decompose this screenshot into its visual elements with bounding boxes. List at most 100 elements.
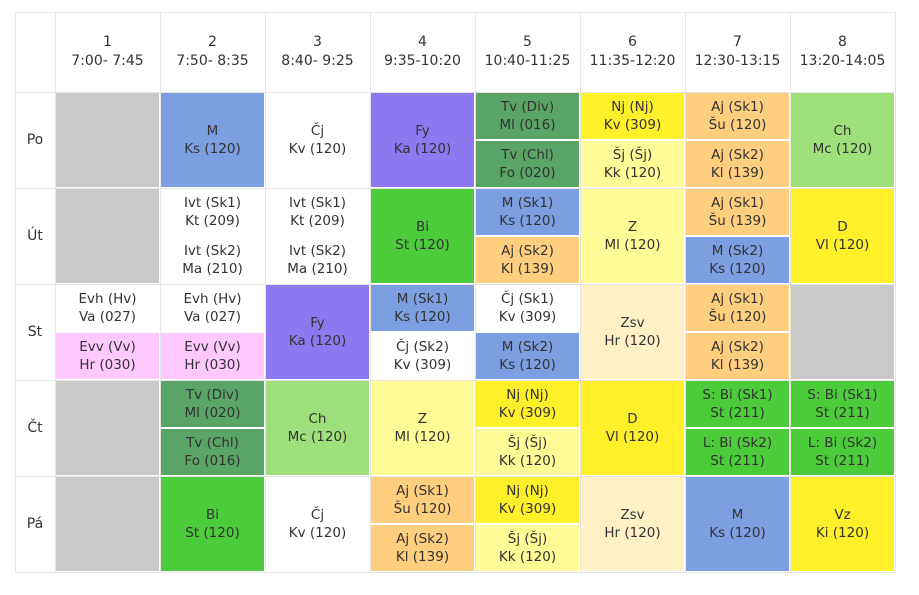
- lesson-cell[interactable]: Fy Ka (120): [266, 285, 369, 379]
- lesson-cell[interactable]: Bi St (120): [371, 189, 474, 283]
- lesson-cell[interactable]: M (Sk2) Ks (120): [686, 237, 789, 283]
- lesson-cell[interactable]: M (Sk2) Ks (120): [476, 333, 579, 379]
- lesson-cell[interactable]: Aj (Sk2) Kl (139): [371, 525, 474, 571]
- lesson-cell[interactable]: Evh (Hv) Va (027): [161, 285, 264, 331]
- lesson-cell[interactable]: Ivt (Sk1) Kt (209): [266, 189, 369, 235]
- lesson-subject: Aj (Sk1): [711, 291, 764, 307]
- lesson-cell[interactable]: Aj (Sk1) Šu (120): [371, 477, 474, 523]
- lesson-subject: M (Sk2): [711, 243, 764, 259]
- lesson-cell[interactable]: Čj (Sk2) Kv (309): [371, 333, 474, 379]
- empty-slot: [56, 189, 159, 283]
- lesson-cell[interactable]: Čj Kv (120): [266, 93, 369, 187]
- lesson-cell[interactable]: Z Ml (120): [581, 189, 684, 283]
- lesson-cell[interactable]: Nj (Nj) Kv (309): [476, 477, 579, 523]
- lesson-cell[interactable]: Aj (Sk2) Kl (139): [476, 237, 579, 283]
- period-number: 3: [313, 34, 322, 50]
- lesson-cell[interactable]: L: Bi (Sk2) St (211): [686, 429, 789, 475]
- lesson-teacher-room: Fo (016): [184, 453, 241, 469]
- lesson-cell[interactable]: Ch Mc (120): [791, 93, 894, 187]
- lesson-subject: L: Bi (Sk2): [807, 435, 878, 451]
- lesson-cell[interactable]: Evv (Vv) Hr (030): [161, 333, 264, 379]
- lesson-cell[interactable]: Ivt (Sk2) Ma (210): [161, 237, 264, 283]
- lesson-cell[interactable]: Zsv Hr (120): [581, 477, 684, 571]
- lesson-cell[interactable]: M (Sk1) Ks (120): [371, 285, 474, 331]
- period-header-7: 7 12:30-13:15: [685, 12, 790, 92]
- lesson-cell[interactable]: Ivt (Sk2) Ma (210): [266, 237, 369, 283]
- lesson-cell[interactable]: Aj (Sk2) Kl (139): [686, 141, 789, 187]
- grid-line-row: [15, 92, 895, 93]
- lesson-cell[interactable]: Evh (Hv) Va (027): [56, 285, 159, 331]
- lesson-cell[interactable]: Tv (Chl) Fo (016): [161, 429, 264, 475]
- lesson-subject: Aj (Sk2): [396, 531, 449, 547]
- lesson-cell[interactable]: Z Ml (120): [371, 381, 474, 475]
- lesson-cell[interactable]: Ch Mc (120): [266, 381, 369, 475]
- period-time: 7:00- 7:45: [71, 53, 144, 69]
- lesson-subject: Tv (Chl): [186, 435, 239, 451]
- lesson-subject: Bi: [415, 219, 429, 235]
- lesson-teacher-room: Hr (120): [604, 333, 661, 349]
- lesson-teacher-room: Ks (120): [709, 261, 766, 277]
- lesson-cell[interactable]: Aj (Sk2) Kl (139): [686, 333, 789, 379]
- lesson-subject: Tv (Chl): [501, 147, 554, 163]
- lesson-subject: Ch: [833, 123, 852, 139]
- lesson-cell[interactable]: Aj (Sk1) Šu (139): [686, 189, 789, 235]
- day-label: St: [15, 284, 55, 380]
- lesson-cell[interactable]: S: Bi (Sk1) St (211): [791, 381, 894, 427]
- lesson-subject: Čj (Sk2): [396, 339, 449, 355]
- lesson-cell[interactable]: Čj Kv (120): [266, 477, 369, 571]
- lesson-cell[interactable]: Vz Ki (120): [791, 477, 894, 571]
- lesson-cell[interactable]: Šj (Šj) Kk (120): [476, 525, 579, 571]
- period-time: 11:35-12:20: [589, 53, 676, 69]
- period-header-3: 3 8:40- 9:25: [265, 12, 370, 92]
- lesson-cell[interactable]: Zsv Hr (120): [581, 285, 684, 379]
- lesson-cell[interactable]: Tv (Div) Ml (020): [161, 381, 264, 427]
- lesson-cell[interactable]: Šj (Šj) Kk (120): [581, 141, 684, 187]
- lesson-subject: Aj (Sk2): [711, 147, 764, 163]
- lesson-cell[interactable]: D Vl (120): [581, 381, 684, 475]
- grid-line-row: [15, 476, 895, 477]
- lesson-cell[interactable]: Evv (Vv) Hr (030): [56, 333, 159, 379]
- lesson-teacher-room: Kk (120): [498, 549, 557, 565]
- lesson-subject: Šj (Šj): [612, 147, 653, 163]
- grid-line-col: [370, 12, 371, 572]
- lesson-cell[interactable]: Bi St (120): [161, 477, 264, 571]
- lesson-subject: Tv (Div): [500, 99, 555, 115]
- period-header-4: 4 9:35-10:20: [370, 12, 475, 92]
- lesson-cell[interactable]: Tv (Chl) Fo (020): [476, 141, 579, 187]
- lesson-cell[interactable]: Fy Ka (120): [371, 93, 474, 187]
- lesson-cell[interactable]: Aj (Sk1) Šu (120): [686, 285, 789, 331]
- lesson-cell[interactable]: Aj (Sk1) Šu (120): [686, 93, 789, 139]
- lesson-subject: M (Sk1): [501, 195, 554, 211]
- lesson-cell[interactable]: Nj (Nj) Kv (309): [581, 93, 684, 139]
- lesson-teacher-room: Ma (210): [182, 261, 243, 277]
- lesson-cell[interactable]: Tv (Div) Ml (016): [476, 93, 579, 139]
- grid-line-col: [15, 12, 16, 572]
- timetable: 1 7:00- 7:45 2 7:50- 8:35 3 8:40- 9:25 4 9:35-1…: [15, 12, 896, 573]
- day-name: Út: [27, 228, 43, 244]
- period-header-6: 6 11:35-12:20: [580, 12, 685, 92]
- lesson-cell[interactable]: L: Bi (Sk2) St (211): [791, 429, 894, 475]
- grid-line-col: [160, 12, 161, 572]
- day-name: St: [27, 324, 43, 340]
- lesson-cell[interactable]: Ivt (Sk1) Kt (209): [161, 189, 264, 235]
- lesson-teacher-room: Vl (120): [605, 429, 660, 445]
- lesson-cell[interactable]: M (Sk1) Ks (120): [476, 189, 579, 235]
- lesson-cell[interactable]: S: Bi (Sk1) St (211): [686, 381, 789, 427]
- lesson-cell[interactable]: Nj (Nj) Kv (309): [476, 381, 579, 427]
- lesson-subject: Fy: [310, 315, 325, 331]
- lesson-cell[interactable]: D Vl (120): [791, 189, 894, 283]
- grid-line-row: [15, 572, 895, 573]
- empty-slot: [56, 93, 159, 187]
- day-name: Po: [26, 132, 44, 148]
- day-label: Čt: [15, 380, 55, 476]
- lesson-cell[interactable]: Čj (Sk1) Kv (309): [476, 285, 579, 331]
- lesson-cell[interactable]: M Ks (120): [686, 477, 789, 571]
- period-time: 7:50- 8:35: [176, 53, 249, 69]
- empty-slot: [56, 381, 159, 475]
- lesson-teacher-room: Va (027): [183, 309, 242, 325]
- lesson-cell[interactable]: M Ks (120): [161, 93, 264, 187]
- lesson-teacher-room: Kl (139): [395, 549, 450, 565]
- lesson-subject: Nj (Nj): [611, 99, 654, 115]
- lesson-cell[interactable]: Šj (Šj) Kk (120): [476, 429, 579, 475]
- period-time: 8:40- 9:25: [281, 53, 354, 69]
